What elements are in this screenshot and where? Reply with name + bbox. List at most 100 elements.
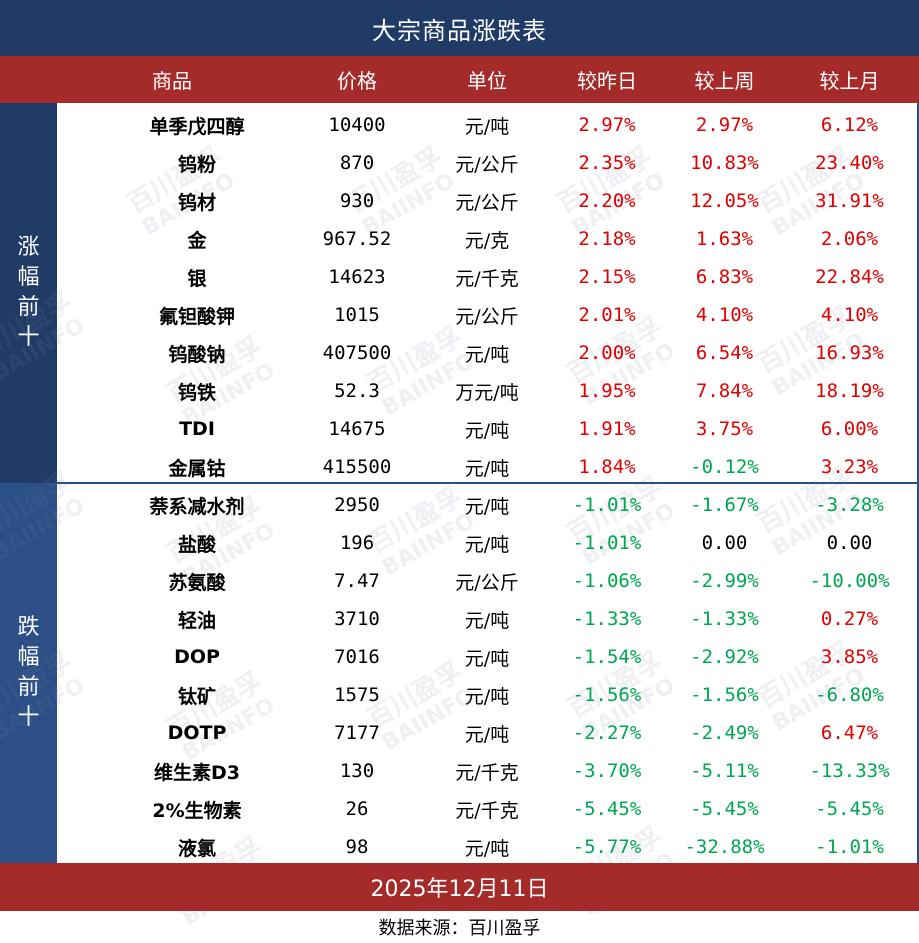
table-row: 银 14623 元/千克 2.15% 6.83% 22.84% [57,258,919,296]
day-change-cell: 2.20% [578,190,636,212]
side-label-top-losers: 跌 幅 前 十 [0,483,57,863]
table-row: DOTP 7177 元/吨 -2.27% -2.49% 6.47% [57,714,919,752]
section-divider [57,482,919,484]
table-row: DOP 7016 元/吨 -1.54% -2.92% 3.85% [57,638,919,676]
week-change-cell: -1.67% [690,494,759,516]
data-source: 数据来源：百川盈孚 [378,918,541,939]
week-change-cell: 3.75% [695,418,754,440]
commodity-name: 金属钴 [168,457,226,480]
week-change-cell: 12.05% [690,190,759,212]
table-row: 盐酸 196 元/吨 -1.01% 0.00 0.00 [57,524,919,562]
week-change-cell: -2.92% [690,646,759,668]
day-change-cell: -1.01% [572,532,642,554]
price-cell: 7.47 [334,570,380,592]
unit-cell: 元/公斤 [455,571,519,594]
header-price: 价格 [337,69,377,93]
day-change-cell: -1.56% [572,684,642,706]
table-row: 萘系减水剂 2950 元/吨 -1.01% -1.67% -3.28% [57,486,919,524]
price-cell: 52.3 [334,380,380,402]
week-change-cell: -2.49% [690,722,759,744]
unit-cell: 元/吨 [464,115,510,138]
day-change-cell: -3.70% [572,760,642,782]
commodity-name: 氟钽酸钾 [158,305,235,328]
side-label-top-gainers: 涨 幅 前 十 [0,103,57,483]
unit-cell: 元/吨 [464,457,510,480]
day-change-cell: 1.84% [578,456,636,478]
month-change-cell: 0.27% [820,608,879,630]
week-change-cell: 10.83% [690,152,759,174]
unit-cell: 元/千克 [455,799,519,822]
day-change-cell: -1.06% [572,570,642,592]
table-right-border [917,103,919,863]
table-row: 2%生物素 26 元/千克 -5.45% -5.45% -5.45% [57,790,919,828]
commodity-name: 钨材 [177,191,216,214]
price-cell: 98 [345,836,369,858]
commodity-name: 液氯 [177,837,216,860]
unit-cell: 万元/吨 [455,381,519,404]
table-row: 钛矿 1575 元/吨 -1.56% -1.56% -6.80% [57,676,919,714]
month-change-cell: 18.19% [815,380,884,402]
commodity-name: 维生素D3 [154,761,240,784]
table-row: 金 967.52 元/克 2.18% 1.63% 2.06% [57,220,919,258]
table-row: 单季戊四醇 10400 元/吨 2.97% 2.97% 6.12% [57,106,919,144]
unit-cell: 元/吨 [464,495,510,518]
commodity-name: 钨铁 [177,381,216,404]
commodity-name: 钨酸钠 [168,343,226,366]
table-row: 维生素D3 130 元/千克 -3.70% -5.11% -13.33% [57,752,919,790]
price-cell: 870 [339,152,375,174]
price-cell: 1015 [334,304,380,326]
commodity-name: 2%生物素 [152,799,242,822]
month-change-cell: 4.10% [820,304,879,326]
unit-cell: 元/公斤 [455,153,519,176]
week-change-cell: 1.63% [695,228,754,250]
header-month-change: 较上月 [819,69,880,93]
price-cell: 3710 [334,608,380,630]
price-cell: 1575 [334,684,380,706]
table-row: TDI 14675 元/吨 1.91% 3.75% 6.00% [57,410,919,448]
commodity-name: 萘系减水剂 [149,495,245,518]
price-cell: 130 [339,760,375,782]
price-cell: 967.52 [322,228,392,250]
month-change-cell: -13.33% [809,760,890,782]
commodity-name: 盐酸 [177,533,216,556]
day-change-cell: -2.27% [572,722,642,744]
unit-cell: 元/吨 [464,685,510,708]
day-change-cell: 2.35% [578,152,636,174]
side-char: 幅 [17,265,40,290]
table-row: 钨铁 52.3 万元/吨 1.95% 7.84% 18.19% [57,372,919,410]
day-change-cell: -1.33% [572,608,642,630]
month-change-cell: 31.91% [815,190,884,212]
month-change-cell: 0.00 [826,532,873,554]
price-cell: 10400 [328,114,386,136]
header-week-change: 较上周 [694,69,755,93]
week-change-cell: -2.99% [690,570,759,592]
month-change-cell: -10.00% [809,570,890,592]
unit-cell: 元/公斤 [455,305,519,328]
week-change-cell: -1.56% [690,684,759,706]
commodity-name: 金 [187,229,207,252]
side-char: 十 [17,325,40,350]
commodity-name: DOTP [167,722,227,744]
unit-cell: 元/吨 [464,609,510,632]
month-change-cell: -5.45% [815,798,884,820]
side-char: 前 [17,675,40,700]
price-cell: 930 [339,190,375,212]
month-change-cell: 23.40% [815,152,884,174]
commodity-name: 单季戊四醇 [149,115,245,138]
month-change-cell: 3.23% [820,456,879,478]
table-row: 苏氨酸 7.47 元/公斤 -1.06% -2.99% -10.00% [57,562,919,600]
commodity-name: TDI [179,418,215,440]
month-change-cell: -6.80% [815,684,884,706]
date-footer: 2025年12月11日 [0,863,919,911]
price-cell: 196 [339,532,375,554]
day-change-cell: -1.54% [572,646,642,668]
price-cell: 407500 [322,342,392,364]
day-change-cell: 2.01% [578,304,636,326]
table-row: 氟钽酸钾 1015 元/公斤 2.01% 4.10% 4.10% [57,296,919,334]
side-char: 涨 [17,235,40,260]
day-change-cell: 2.15% [578,266,636,288]
unit-cell: 元/克 [464,229,510,252]
side-char: 跌 [17,615,40,640]
table-row: 钨酸钠 407500 元/吨 2.00% 6.54% 16.93% [57,334,919,372]
